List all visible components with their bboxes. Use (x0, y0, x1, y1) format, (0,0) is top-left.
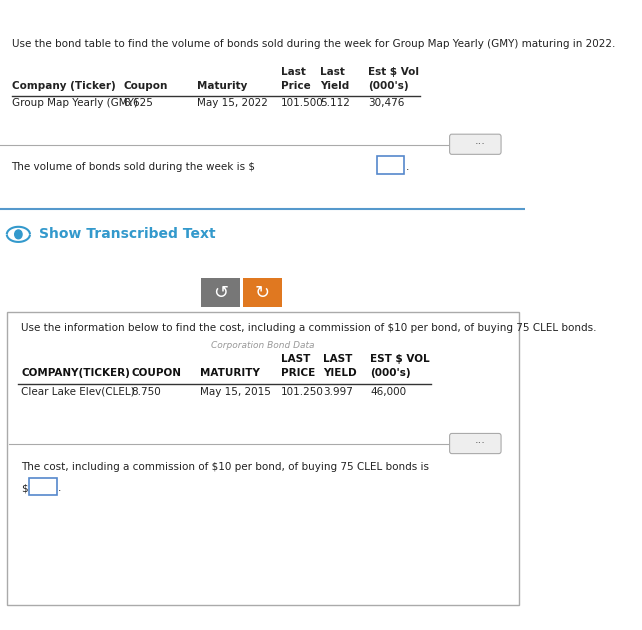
Text: ↺: ↺ (213, 284, 228, 302)
Text: May 15, 2022: May 15, 2022 (197, 98, 268, 108)
Text: 101.500: 101.500 (281, 98, 324, 108)
Circle shape (15, 230, 22, 239)
Text: Company (Ticker): Company (Ticker) (12, 81, 116, 91)
Text: Show Transcribed Text: Show Transcribed Text (39, 227, 216, 241)
FancyBboxPatch shape (30, 478, 56, 495)
Text: YIELD: YIELD (323, 368, 357, 378)
Text: ···: ··· (475, 139, 486, 149)
Text: 30,476: 30,476 (368, 98, 404, 108)
Text: Last: Last (281, 67, 306, 77)
Text: .: . (406, 162, 409, 172)
Text: 5.112: 5.112 (320, 98, 351, 108)
Text: Use the bond table to find the volume of bonds sold during the week for Group Ma: Use the bond table to find the volume of… (12, 39, 615, 49)
Text: COUPON: COUPON (132, 368, 181, 378)
Text: ···: ··· (475, 438, 486, 448)
FancyBboxPatch shape (449, 134, 501, 154)
Text: Corporation Bond Data: Corporation Bond Data (211, 341, 315, 350)
FancyBboxPatch shape (7, 312, 519, 605)
Text: EST $ VOL: EST $ VOL (370, 353, 430, 364)
Text: COMPANY(TICKER): COMPANY(TICKER) (21, 368, 130, 378)
FancyBboxPatch shape (243, 278, 282, 307)
Text: Est $ Vol: Est $ Vol (368, 67, 419, 77)
Text: Group Map Yearly (GMY): Group Map Yearly (GMY) (12, 98, 137, 108)
Text: Yield: Yield (320, 81, 350, 91)
FancyBboxPatch shape (449, 433, 501, 454)
Text: 46,000: 46,000 (370, 387, 406, 397)
Text: (000's): (000's) (370, 368, 411, 378)
Text: PRICE: PRICE (281, 368, 315, 378)
Text: 101.250: 101.250 (281, 387, 324, 397)
Text: May 15, 2015: May 15, 2015 (200, 387, 270, 397)
Text: .: . (58, 483, 61, 493)
Text: ↻: ↻ (255, 284, 270, 302)
Text: MATURITY: MATURITY (200, 368, 259, 378)
FancyBboxPatch shape (201, 278, 240, 307)
Text: LAST: LAST (323, 353, 352, 364)
Text: Last: Last (320, 67, 345, 77)
Text: 3.997: 3.997 (323, 387, 353, 397)
FancyBboxPatch shape (377, 156, 404, 174)
Text: Price: Price (281, 81, 311, 91)
Text: $: $ (21, 483, 28, 493)
Text: 8.750: 8.750 (132, 387, 161, 397)
Text: The volume of bonds sold during the week is $: The volume of bonds sold during the week… (12, 162, 256, 172)
Text: Use the information below to find the cost, including a commission of $10 per bo: Use the information below to find the co… (21, 323, 596, 333)
Text: Clear Lake Elev(CLEL): Clear Lake Elev(CLEL) (21, 387, 135, 397)
Text: LAST: LAST (281, 353, 310, 364)
Text: 6.625: 6.625 (123, 98, 153, 108)
Text: The cost, including a commission of $10 per bond, of buying 75 CLEL bonds is: The cost, including a commission of $10 … (21, 462, 429, 472)
Text: Coupon: Coupon (123, 81, 168, 91)
Text: Maturity: Maturity (197, 81, 247, 91)
Text: (000's): (000's) (368, 81, 408, 91)
